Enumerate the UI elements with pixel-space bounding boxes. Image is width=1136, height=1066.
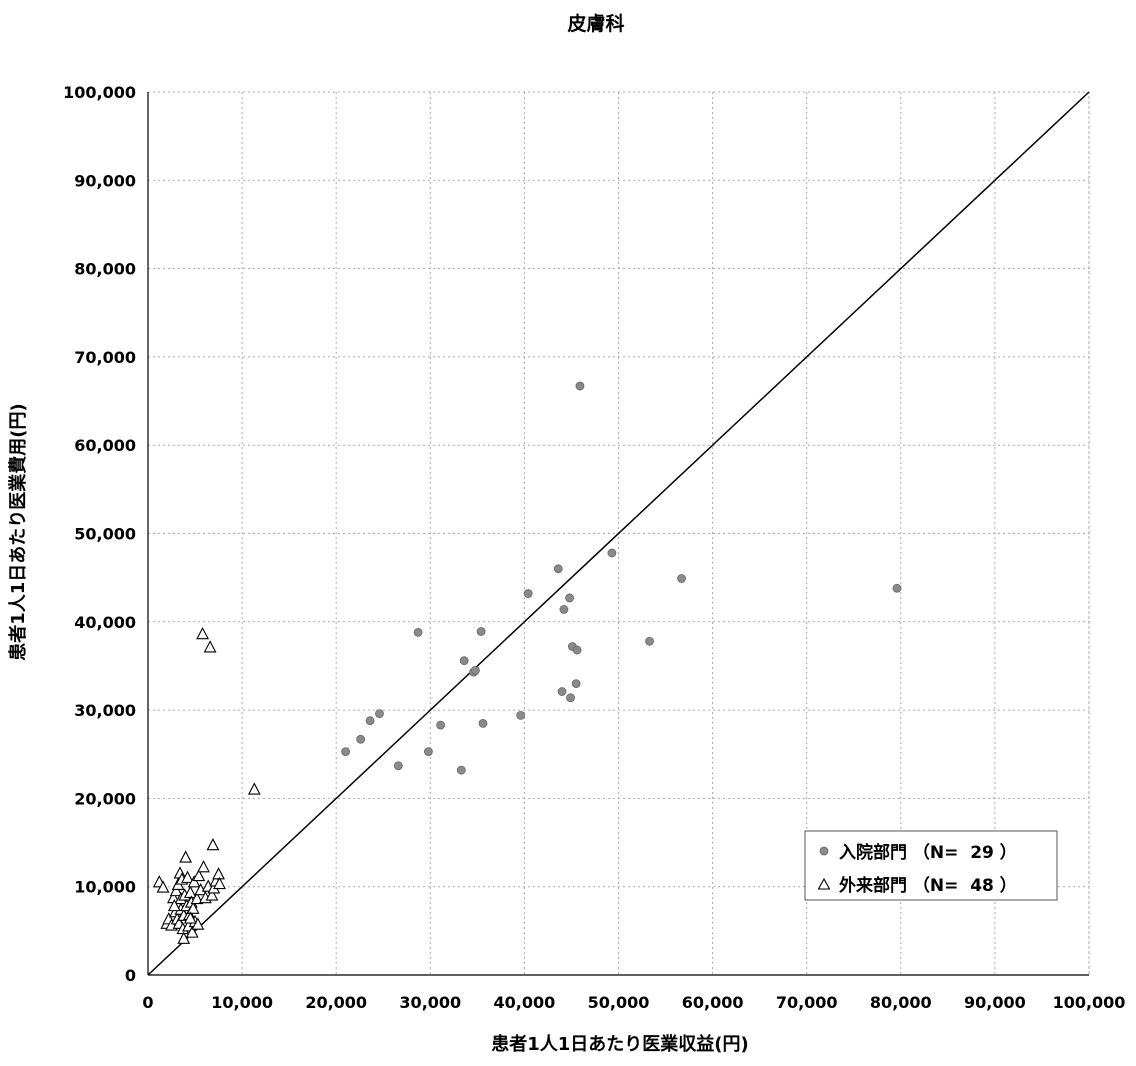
outpatient-point <box>197 860 210 873</box>
inpatient-point <box>575 381 585 391</box>
inpatient-point <box>356 734 366 744</box>
inpatient-point <box>476 627 486 636</box>
inpatient-point <box>393 761 403 771</box>
y-tick-label: 0 <box>125 966 136 985</box>
outpatient-point <box>169 883 183 897</box>
outpatient-point <box>192 868 206 882</box>
outpatient-point <box>203 640 217 653</box>
outpatient-point <box>183 911 197 924</box>
x-axis-title: 患者1人1日あたり医業収益(円) <box>491 1033 749 1055</box>
inpatient-point <box>456 765 466 775</box>
inpatient-point <box>892 583 902 593</box>
x-tick-label: 70,000 <box>776 993 838 1012</box>
x-tick-label: 90,000 <box>964 993 1026 1012</box>
data-points <box>152 381 902 944</box>
x-tick-label: 30,000 <box>399 993 461 1012</box>
x-tick-label: 40,000 <box>494 993 556 1012</box>
legend-marker-inpatient <box>819 846 829 856</box>
y-tick-label: 70,000 <box>74 348 136 367</box>
inpatient-point <box>365 716 375 726</box>
x-tick-label: 50,000 <box>588 993 650 1012</box>
outpatient-point <box>247 782 261 795</box>
inpatient-point <box>677 574 686 583</box>
y-axis-title: 患者1人1日あたり医業費用(円) <box>7 403 29 661</box>
inpatient-point <box>571 679 581 689</box>
x-tick-label: 60,000 <box>682 993 744 1012</box>
legend-label-inpatient: 入院部門 （N= 29 ） <box>839 842 1017 863</box>
outpatient-point <box>206 838 220 851</box>
inpatient-point <box>516 710 526 720</box>
inpatient-point <box>478 718 488 728</box>
outpatient-point <box>213 876 226 890</box>
legend-box <box>804 830 1058 901</box>
y-tick-label: 60,000 <box>74 436 136 455</box>
outpatient-point <box>191 917 205 930</box>
inpatient-point <box>607 548 617 558</box>
y-tick-label: 80,000 <box>74 260 136 279</box>
inpatient-point <box>565 593 574 603</box>
outpatient-point <box>187 875 201 888</box>
outpatient-point <box>156 880 170 893</box>
inpatient-point <box>413 627 423 637</box>
inpatient-point <box>553 564 563 574</box>
y-tick-label: 20,000 <box>74 789 136 808</box>
y-tick-label: 100,000 <box>63 83 136 102</box>
x-tick-label: 0 <box>142 993 153 1012</box>
outpatient-point <box>185 925 199 938</box>
legend-label-outpatient: 外来部門 （N= 48 ） <box>839 875 1017 896</box>
inpatient-point <box>645 636 654 646</box>
inpatient-point <box>557 687 567 696</box>
inpatient-point <box>375 709 384 719</box>
y-tick-label: 10,000 <box>74 878 136 897</box>
tick-labels: 0 10,000 20,000 30,000 40,000 50,000 60,000 70,… <box>63 83 1125 1012</box>
axes <box>147 92 1089 976</box>
y-tick-label: 30,000 <box>74 701 136 720</box>
outpatient-point <box>190 891 204 905</box>
y-tick-label: 50,000 <box>74 525 136 544</box>
inpatient-point <box>341 747 351 757</box>
chart-title: 皮膚科 <box>567 12 624 35</box>
outpatient-point <box>177 931 191 944</box>
inpatient-point <box>459 656 469 666</box>
y-tick-label: 40,000 <box>74 613 136 632</box>
inpatient-point <box>523 589 533 598</box>
break-even-reference-line <box>147 91 1090 976</box>
outpatient-point <box>167 898 181 912</box>
inpatient-point <box>436 720 446 730</box>
outpatient-point <box>196 626 209 640</box>
legend-marker-outpatient <box>817 877 831 890</box>
inpatient-point <box>424 747 433 757</box>
legend: 入院部門 （N= 29 ） 外来部門 （N= 48 ） <box>804 830 1058 901</box>
inpatient-point <box>572 645 582 655</box>
inpatient-point <box>566 693 575 703</box>
x-tick-label: 100,000 <box>1053 993 1126 1012</box>
outpatient-point <box>179 850 193 863</box>
outpatient-point <box>181 870 194 883</box>
inpatient-point <box>559 605 569 614</box>
x-tick-label: 10,000 <box>211 993 273 1012</box>
outpatient-point <box>186 901 200 914</box>
y-tick-label: 90,000 <box>74 171 136 190</box>
x-tick-label: 80,000 <box>870 993 932 1012</box>
inpatient-point <box>471 665 480 675</box>
outpatient-point <box>205 888 219 901</box>
x-tick-label: 20,000 <box>305 993 367 1012</box>
